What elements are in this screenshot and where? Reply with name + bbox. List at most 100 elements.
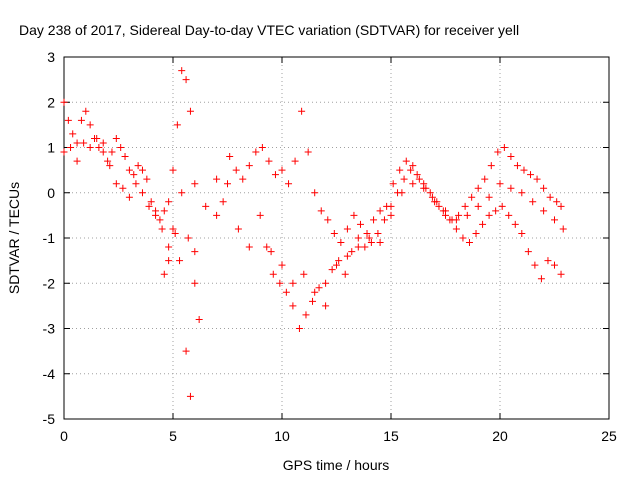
data-point — [224, 180, 231, 188]
data-point — [518, 229, 526, 237]
x-tick-label: 15 — [383, 428, 399, 444]
data-point — [112, 134, 120, 142]
data-point — [213, 211, 221, 219]
data-point — [402, 157, 410, 165]
data-point — [557, 270, 565, 278]
data-point — [435, 202, 443, 210]
data-point — [387, 202, 395, 210]
data-point — [121, 153, 129, 161]
data-point — [487, 162, 495, 170]
data-point — [160, 207, 168, 215]
x-tick-label: 20 — [492, 428, 508, 444]
data-point — [119, 184, 127, 192]
data-point — [226, 153, 234, 161]
data-point — [474, 202, 482, 210]
data-point — [513, 162, 521, 170]
data-point — [191, 180, 199, 188]
data-point — [520, 166, 528, 174]
data-point — [165, 198, 173, 206]
data-point — [507, 153, 515, 161]
data-point — [239, 175, 247, 183]
data-point — [143, 175, 151, 183]
data-point — [134, 162, 142, 170]
data-point — [178, 67, 186, 75]
data-point — [232, 166, 240, 174]
data-point — [304, 148, 312, 156]
data-point — [350, 211, 358, 219]
data-point — [202, 202, 210, 210]
data-point — [64, 116, 72, 124]
data-point — [173, 121, 181, 129]
data-point — [99, 139, 107, 147]
data-point — [413, 171, 421, 179]
data-point — [465, 239, 473, 247]
data-point — [507, 184, 515, 192]
data-point — [125, 193, 133, 201]
data-point — [117, 144, 125, 151]
data-point — [500, 144, 508, 151]
data-point — [468, 193, 476, 201]
data-point — [108, 148, 116, 156]
data-point — [147, 198, 155, 206]
data-point — [80, 139, 88, 147]
data-point — [356, 220, 364, 228]
data-point — [138, 189, 146, 197]
data-point — [459, 234, 467, 242]
data-point — [169, 166, 177, 174]
data-point — [311, 288, 319, 296]
data-point — [317, 207, 325, 215]
data-point — [330, 229, 338, 237]
data-point — [60, 98, 68, 106]
data-point — [182, 347, 190, 355]
data-point — [481, 175, 489, 183]
data-point — [365, 234, 373, 242]
y-tick-label: -4 — [43, 366, 56, 382]
data-point — [324, 216, 332, 224]
data-point — [186, 392, 194, 400]
chart-title: Day 238 of 2017, Sidereal Day-to-day VTE… — [19, 22, 519, 38]
data-point — [518, 189, 526, 197]
data-point — [533, 175, 541, 183]
data-point — [130, 171, 138, 179]
data-point — [551, 261, 558, 269]
data-point — [106, 162, 114, 170]
data-point — [291, 157, 299, 165]
data-point — [245, 162, 253, 170]
data-point — [544, 257, 552, 265]
data-point — [186, 107, 194, 115]
data-point — [374, 229, 382, 237]
data-point — [527, 171, 535, 179]
data-point — [125, 166, 133, 174]
y-axis-label: SDTVAR / TECUs — [6, 182, 22, 294]
data-point — [396, 166, 404, 174]
data-point — [361, 243, 369, 251]
data-point — [171, 229, 179, 237]
data-points — [60, 67, 567, 400]
data-point — [276, 279, 284, 287]
data-point — [337, 239, 345, 247]
y-tick-label: 3 — [47, 49, 55, 65]
data-point — [252, 148, 260, 156]
data-point — [309, 297, 317, 305]
data-point — [263, 243, 271, 251]
data-point — [86, 144, 94, 151]
data-point — [394, 189, 402, 197]
y-tick-label: -5 — [43, 411, 56, 427]
data-point — [322, 279, 330, 287]
data-point — [138, 166, 146, 174]
data-point — [73, 157, 81, 165]
data-point — [265, 157, 273, 165]
data-point — [494, 148, 502, 156]
y-tick-label: -1 — [43, 230, 56, 246]
data-point — [343, 252, 351, 260]
data-point — [409, 180, 417, 188]
data-point — [354, 234, 362, 242]
series-lower-track — [160, 166, 565, 400]
data-point — [463, 211, 471, 219]
data-point — [540, 184, 548, 192]
data-point — [474, 184, 482, 192]
data-point — [234, 225, 242, 233]
y-tick-label: 1 — [47, 140, 55, 156]
data-point — [271, 171, 279, 179]
data-point — [511, 220, 519, 228]
